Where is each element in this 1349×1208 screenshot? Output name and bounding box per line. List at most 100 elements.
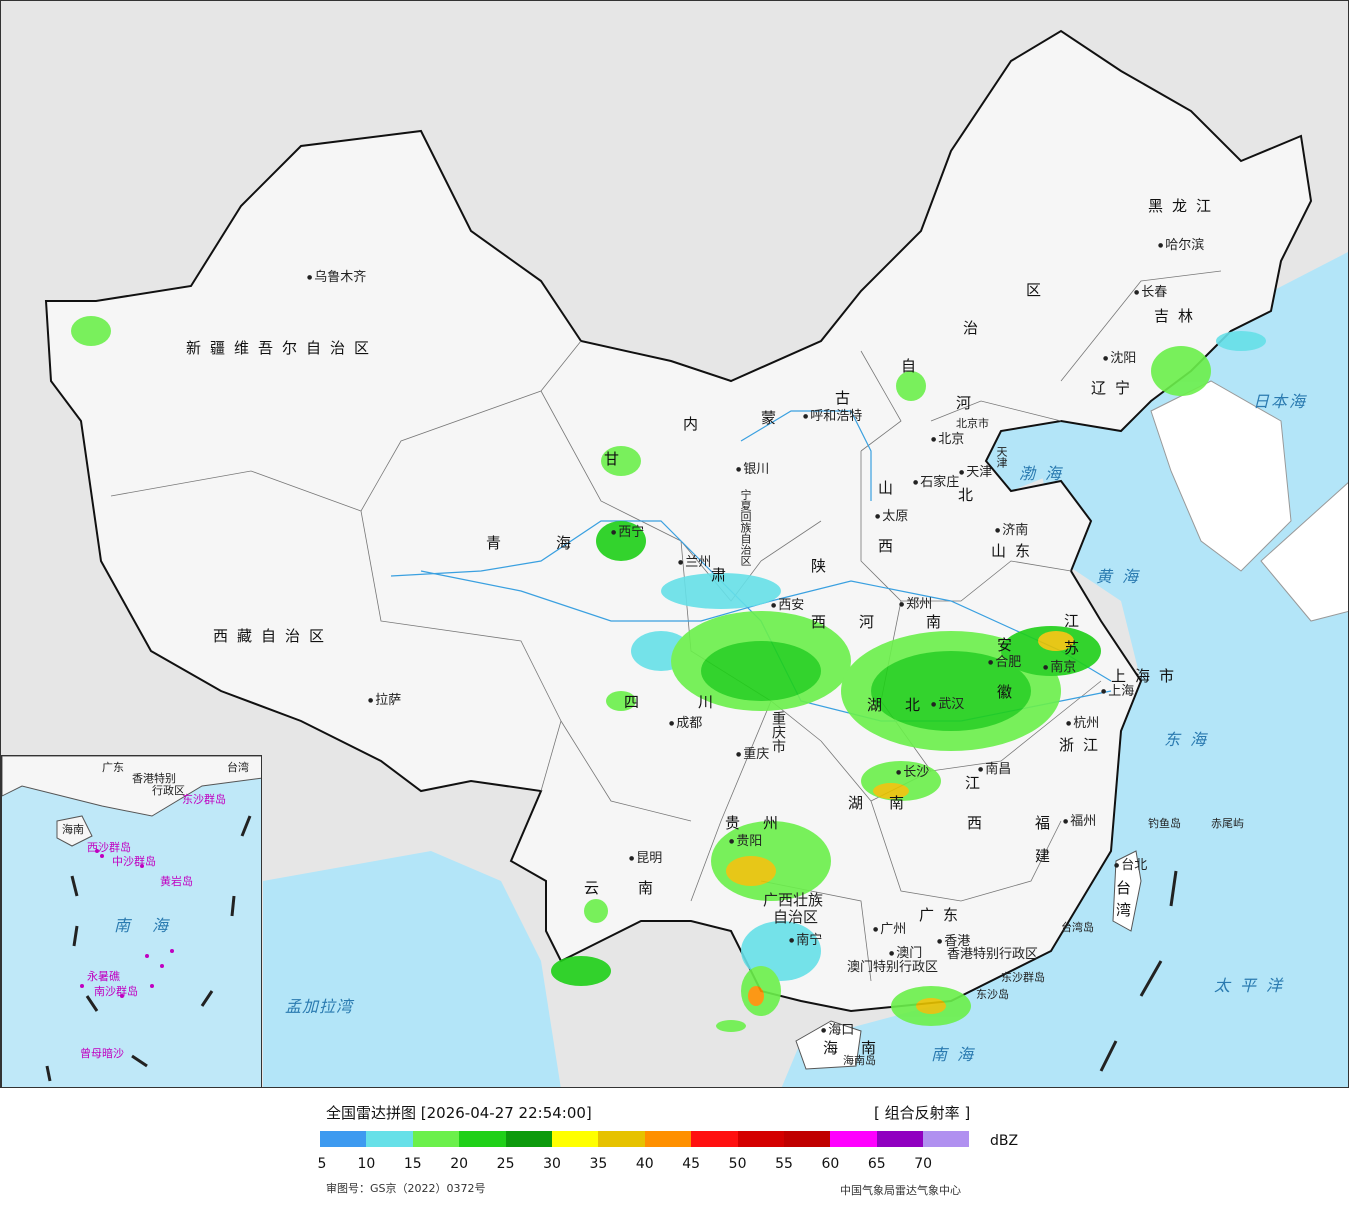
city-changchun: 长春 xyxy=(1134,286,1167,299)
label-henan-1: 河 xyxy=(859,613,884,631)
sea-japan-label: 日本海 xyxy=(1253,392,1308,411)
legend-unit: dBZ xyxy=(990,1133,1019,1149)
label-neimenggu-6: 区 xyxy=(1026,281,1051,299)
city-jinan: 济南 xyxy=(995,524,1028,537)
label-sichuan-1: 四 xyxy=(624,693,649,711)
city-nanning: 南宁 xyxy=(789,934,822,947)
label-guangxi-2: 自治区 xyxy=(773,908,819,926)
city-haikou: 海口 xyxy=(821,1024,854,1037)
inset-zhongsha: 中沙群岛 xyxy=(112,855,156,868)
label-qinghai-1: 青 xyxy=(486,534,511,552)
city-beijing: 北京 xyxy=(931,433,964,446)
island-chiwei: 赤尾屿 xyxy=(1211,817,1244,830)
legend-swatch xyxy=(412,1131,460,1147)
inset-taiwan: 台湾 xyxy=(227,761,249,774)
city-yinchuan: 银川 xyxy=(736,463,769,476)
label-neimenggu-5: 治 xyxy=(963,319,988,337)
legend-swatch xyxy=(320,1131,367,1147)
label-jiangxi-1: 江 xyxy=(965,774,990,792)
label-hebei-2: 北 xyxy=(958,486,983,504)
city-taipei: 台北 xyxy=(1114,859,1147,872)
legend-tick-label: 35 xyxy=(589,1156,608,1172)
city-xian: 西安 xyxy=(771,599,804,612)
city-taiyuan: 太原 xyxy=(875,510,908,523)
inset-xisha: 西沙群岛 xyxy=(87,841,131,854)
label-shaanxi-2: 西 xyxy=(811,613,836,631)
legend-tick-label: 30 xyxy=(543,1156,561,1172)
sea-bengal-label: 孟加拉湾 xyxy=(285,997,354,1016)
island-diaoyu: 钓鱼岛 xyxy=(1148,817,1181,830)
city-harbin: 哈尔滨 xyxy=(1158,239,1204,252)
label-guizhou-1: 贵 xyxy=(725,814,750,832)
label-tianjin-city: 天津 xyxy=(995,446,1008,468)
legend-tick-label: 50 xyxy=(728,1156,747,1172)
korea-land xyxy=(1150,380,1292,572)
legend-tick-label: 20 xyxy=(450,1156,469,1172)
legend-swatch xyxy=(598,1131,645,1147)
city-nanchang: 南昌 xyxy=(978,763,1011,776)
island-dongsha-qundao: 东沙群岛 xyxy=(1001,971,1045,984)
sea-yellow-label: 黄海 xyxy=(1096,567,1149,586)
label-anhui-1: 安 xyxy=(997,636,1022,654)
city-chengdu: 成都 xyxy=(669,717,702,730)
legend-swatch xyxy=(551,1131,599,1147)
island-taiwan: 台湾岛 xyxy=(1061,921,1094,934)
label-jiangsu-1: 江 xyxy=(1064,612,1089,630)
legend-tick-label: 25 xyxy=(496,1156,515,1172)
label-neimenggu-2: 蒙 xyxy=(761,409,786,427)
sea-bohai xyxy=(986,421,1061,491)
sea-bohai-label: 渤海 xyxy=(1019,464,1072,483)
legend-swatch xyxy=(783,1131,831,1147)
inset-huangyan: 黄岩岛 xyxy=(160,875,193,888)
inset-guangdong: 广东 xyxy=(102,761,124,774)
city-chongqing: 重庆 xyxy=(736,748,769,761)
sea-south-label: 南海 xyxy=(931,1045,984,1064)
city-xining: 西宁 xyxy=(611,526,644,539)
label-beijing-city: 北京市 xyxy=(956,417,989,430)
label-hebei-1: 河 xyxy=(956,394,981,412)
sea-pacific-label: 太平洋 xyxy=(1214,976,1293,995)
city-urumqi: 乌鲁木齐 xyxy=(307,271,366,284)
label-macao-sar: 澳门特别行政区 xyxy=(847,960,939,975)
label-hunan-1: 湖 xyxy=(848,794,873,812)
label-neimenggu-3: 古 xyxy=(835,389,860,407)
label-xizang: 西藏自治区 xyxy=(213,627,334,645)
city-lhasa: 拉萨 xyxy=(368,694,401,707)
label-hk-sar: 香港特别行政区 xyxy=(947,947,1039,962)
inset-yongshu: 永暑礁 xyxy=(87,970,120,983)
legend-swatch xyxy=(691,1131,738,1147)
city-guangzhou: 广州 xyxy=(873,923,906,936)
inset-dongsha: 东沙群岛 xyxy=(182,793,226,806)
island-hainan: 海南岛 xyxy=(843,1054,876,1067)
city-shenyang: 沈阳 xyxy=(1103,352,1136,365)
legend-swatch xyxy=(923,1131,970,1147)
city-nanjing: 南京 xyxy=(1043,661,1076,674)
city-hohhot: 呼和浩特 xyxy=(803,410,862,423)
legend-swatch xyxy=(830,1131,877,1147)
inset-hainan: 海南 xyxy=(62,823,84,836)
label-yunnan-1: 云 xyxy=(584,879,609,897)
label-guangxi-1: 广西壮族 xyxy=(763,891,824,909)
sea-bay-of-bengal xyxy=(263,851,561,1087)
label-guizhou-2: 州 xyxy=(763,814,788,832)
city-shanghai: 上海 xyxy=(1101,685,1134,698)
label-zhejiang: 浙江 xyxy=(1059,736,1108,754)
agency-credit: 中国气象局雷达气象中心 xyxy=(840,1184,961,1197)
city-hangzhou: 杭州 xyxy=(1066,717,1099,730)
radar-map: 新疆维吾尔自治区 西藏自治区 青 海 内 蒙 古 自 治 区 黑龙江 吉林 辽宁… xyxy=(0,0,1349,1088)
label-shanghai: 上海市 xyxy=(1111,667,1184,685)
maritime-boundaries xyxy=(1099,870,1178,1072)
city-kunming: 昆明 xyxy=(629,852,662,865)
inset-zengmu: 曾母暗沙 xyxy=(80,1047,124,1060)
legend-tick-label: 60 xyxy=(821,1156,840,1172)
label-taiwan-1: 台 xyxy=(1116,879,1141,897)
label-hunan-2: 南 xyxy=(889,794,914,812)
label-liaoning: 辽宁 xyxy=(1091,379,1140,397)
label-hubei-2: 北 xyxy=(905,696,930,714)
legend-product: [ 组合反射率 ] xyxy=(874,1104,971,1122)
label-shanxi-1: 山 xyxy=(878,479,903,497)
legend-tick-label: 10 xyxy=(357,1156,376,1172)
label-neimenggu-1: 内 xyxy=(683,415,708,433)
inset-canvas xyxy=(2,756,261,1082)
island-dongsha-dao: 东沙岛 xyxy=(976,988,1009,1001)
